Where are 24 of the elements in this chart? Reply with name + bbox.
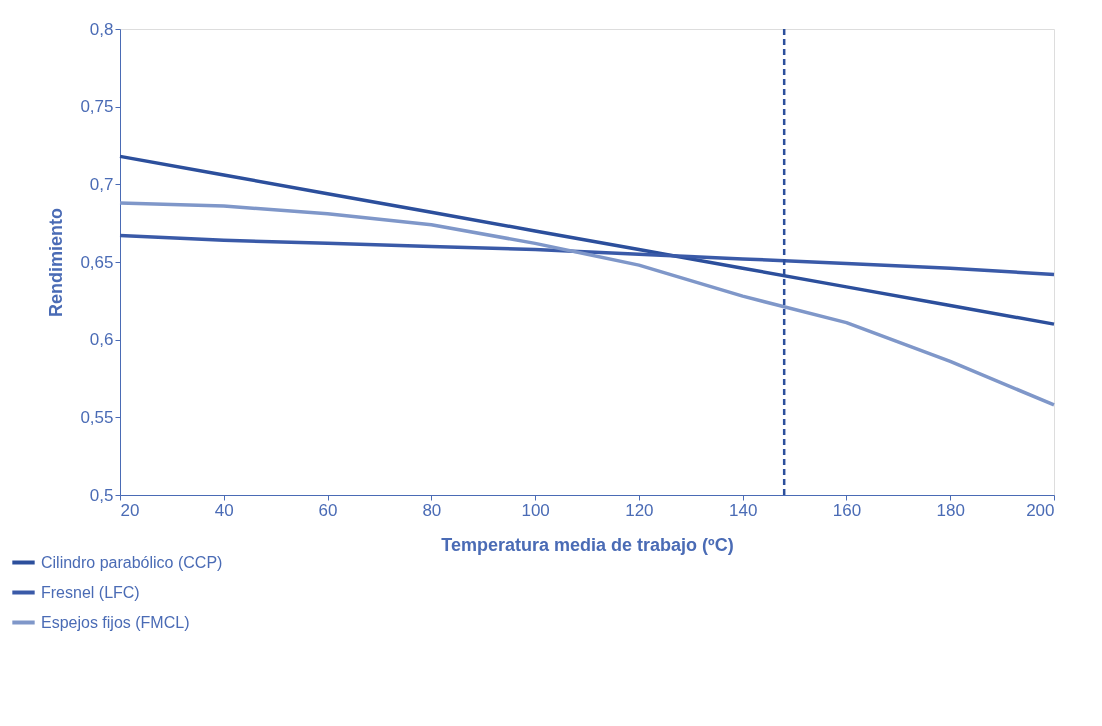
y-tick-label: 0,8	[89, 19, 114, 39]
x-tick-label: 160	[832, 500, 862, 520]
x-tick-label: 180	[936, 500, 965, 520]
y-tick-label: 0,5	[89, 485, 114, 505]
y-tick-label: 0,55	[80, 407, 114, 427]
line-series	[118, 201, 1056, 407]
y-tick-label: 0,75	[80, 97, 114, 117]
x-tick-label: 40	[214, 500, 234, 520]
x-tick-label: 120	[625, 500, 654, 520]
legend-label: Cilindro parabólico (CCP)	[41, 553, 223, 571]
line-series	[118, 233, 1056, 277]
legend-label: Fresnel (LFC)	[41, 583, 140, 601]
y-tick-label: 0,65	[80, 252, 114, 272]
x-axis-title: Temperatura media de trabajo (ºC)	[441, 534, 734, 555]
x-tick-label: 60	[318, 500, 338, 520]
y-axis-title: Rendimiento	[46, 207, 67, 318]
x-tick-label: 200	[1026, 500, 1055, 520]
x-tick-label: 80	[422, 500, 442, 520]
y-tick-label: 0,6	[89, 330, 114, 350]
x-tick-label: 100	[521, 500, 550, 520]
x-tick-label: 140	[728, 500, 758, 520]
x-tick-label: 20	[120, 500, 140, 520]
y-tick-label: 0,7	[89, 174, 114, 194]
legend-label: Espejos fijos (FMCL)	[41, 613, 190, 631]
